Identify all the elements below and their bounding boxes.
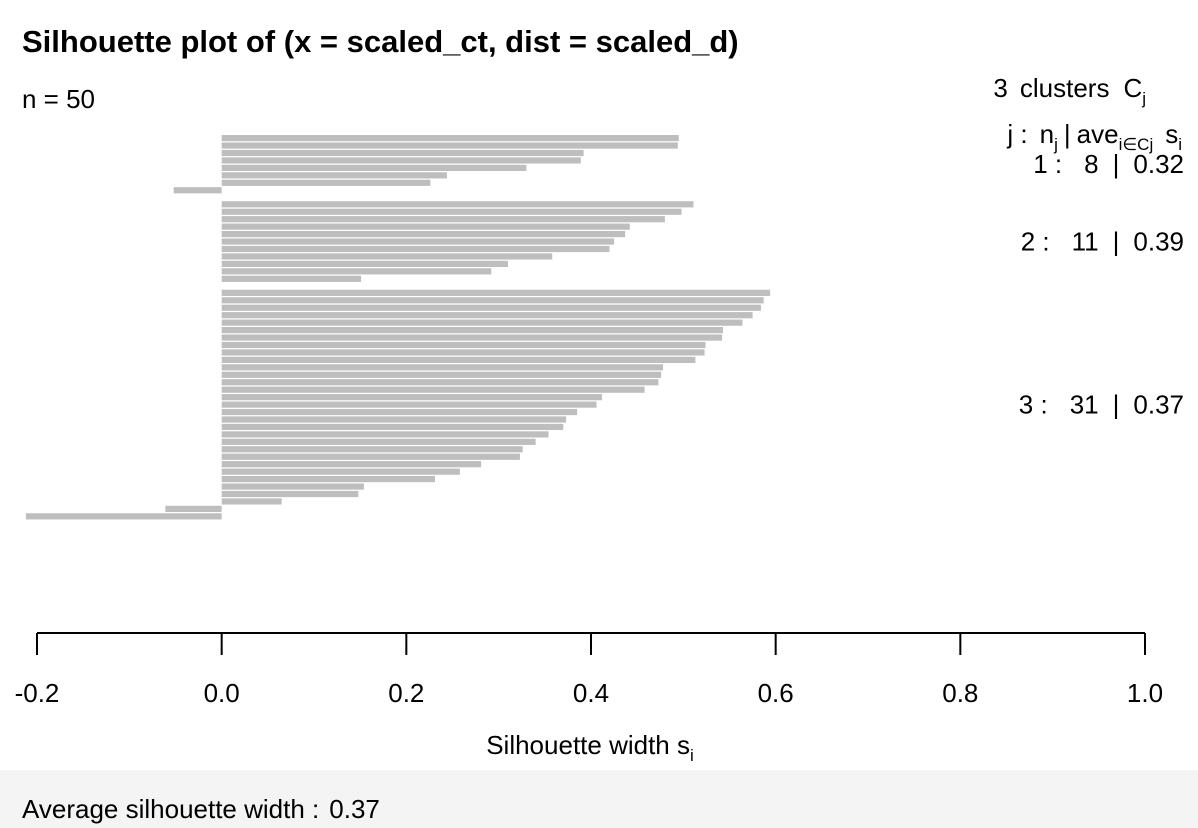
sample-count: n = 50: [22, 84, 95, 114]
silhouette-bar-c2-6: [221, 238, 615, 245]
silhouette-bar-c3-18: [221, 416, 567, 423]
average-silhouette-value: 0.37: [329, 794, 380, 824]
silhouette-bar-c2-1: [221, 201, 694, 208]
silhouette-bar-c2-2: [221, 208, 682, 215]
silhouette-bar-c3-16: [221, 401, 597, 408]
silhouette-bar-c3-23: [221, 453, 520, 460]
silhouette-bar-c3-24: [221, 461, 482, 468]
silhouette-bar-c3-9: [221, 349, 705, 356]
silhouette-bar-c2-9: [221, 260, 508, 267]
silhouette-bar-c3-1: [221, 289, 771, 296]
silhouette-bar-c3-2: [221, 297, 764, 304]
silhouette-bar-c3-19: [221, 423, 564, 431]
clusters-count: 3: [993, 73, 1007, 103]
silhouette-bar-c3-26: [221, 476, 435, 483]
silhouette-bar-c3-29: [221, 498, 282, 505]
silhouette-bar-c3-5: [221, 319, 743, 326]
silhouette-bar-c3-27: [221, 483, 364, 490]
silhouette-bar-c3-15: [221, 394, 603, 401]
silhouette-bar-c2-11: [221, 275, 362, 282]
silhouette-bar-c3-28: [221, 490, 359, 498]
footer-band: [0, 770, 1198, 828]
cluster-average-3: 0.37: [1133, 390, 1184, 420]
cluster-summaries: 1 : 8 | 0.32 2 : 11 | 0.39 3 : 31 | 0.37: [1019, 149, 1184, 419]
silhouette-bar-c2-8: [221, 253, 553, 260]
silhouette-bar-c3-3: [221, 304, 761, 311]
average-silhouette: Average silhouette width : 0.37: [22, 794, 380, 824]
silhouette-bar-c2-3: [221, 216, 665, 223]
clusters-c: C: [1123, 73, 1142, 103]
silhouette-bar-c2-4: [221, 223, 630, 230]
silhouette-bars: [25, 135, 771, 520]
chart-title: Silhouette plot of (x = scaled_ct, dist …: [22, 24, 739, 59]
silhouette-bar-c1-6: [221, 172, 447, 179]
silhouette-bar-c3-6: [221, 327, 724, 334]
legend-n: n: [1040, 119, 1054, 149]
silhouette-bar-c3-13: [221, 379, 659, 386]
legend-j: j :: [1006, 119, 1027, 149]
cluster-separator-1: |: [1113, 149, 1120, 179]
legend-n-sub: j: [1053, 135, 1058, 154]
silhouette-bar-c3-17: [221, 408, 578, 416]
legend-ave-sub: i∈Cj: [1119, 135, 1154, 154]
average-silhouette-label: Average silhouette width :: [22, 794, 319, 824]
cluster-size-2: 11: [1072, 227, 1099, 257]
cluster-average-2: 0.39: [1133, 227, 1184, 257]
cluster-summary-1: 1 : 8 | 0.32: [1033, 149, 1184, 179]
silhouette-bar-c3-14: [221, 386, 645, 393]
silhouette-bar-c1-3: [221, 149, 584, 157]
clusters-word: clusters: [1020, 73, 1110, 103]
legend-ave: ave: [1077, 119, 1119, 149]
silhouette-bar-c2-10: [221, 268, 492, 275]
x-axis: -0.2 0.0 0.2 0.4 0.6 0.8 1.0: [15, 632, 1163, 708]
silhouette-bar-c1-7: [221, 179, 431, 186]
x-tick-label-1: -0.2: [15, 678, 60, 708]
legend-s-sub: i: [1178, 135, 1182, 154]
silhouette-bar-c3-20: [221, 431, 549, 438]
silhouette-bar-c3-7: [221, 334, 723, 341]
clusters-c-sub: j: [1141, 89, 1146, 108]
silhouette-bar-c2-5: [221, 231, 626, 238]
x-tick-label-4: 0.4: [573, 678, 609, 708]
legend-s: s: [1165, 119, 1178, 149]
silhouette-bar-c3-8: [221, 341, 706, 349]
clusters-header: 3 clusters Cj: [993, 73, 1146, 108]
x-axis-label-sub: i: [690, 746, 694, 765]
silhouette-bar-c2-7: [221, 245, 610, 253]
cluster-summary-2: 2 : 11 | 0.39: [1021, 227, 1184, 257]
cluster-size-3: 31: [1070, 390, 1099, 420]
silhouette-bar-c3-4: [221, 312, 753, 319]
cluster-separator-2: |: [1113, 227, 1120, 257]
x-tick-label-2: 0.0: [204, 678, 240, 708]
cluster-label-1: 1 :: [1033, 149, 1062, 179]
legend-sep: |: [1064, 119, 1071, 149]
x-tick-label-3: 0.2: [388, 678, 424, 708]
silhouette-bar-c1-1: [221, 135, 679, 142]
silhouette-bar-c1-5: [221, 164, 527, 171]
x-tick-label-5: 0.6: [758, 678, 794, 708]
silhouette-bar-c3-10: [221, 356, 696, 363]
x-axis-label: Silhouette width si: [486, 730, 694, 765]
silhouette-bar-c1-8: [173, 187, 222, 194]
silhouette-bar-c1-4: [221, 157, 581, 164]
silhouette-bar-c3-12: [221, 371, 662, 378]
x-axis-label-main: Silhouette width s: [486, 730, 690, 760]
cluster-summary-3: 3 : 31 | 0.37: [1019, 390, 1184, 420]
cluster-label-2: 2 :: [1021, 227, 1050, 257]
silhouette-bar-c3-22: [221, 446, 523, 453]
silhouette-bar-c3-30: [165, 505, 222, 512]
legend-column-header: j : nj | avei∈Cj si: [1006, 119, 1182, 154]
x-tick-label-6: 0.8: [942, 678, 978, 708]
cluster-label-3: 3 :: [1019, 390, 1048, 420]
silhouette-bar-c3-25: [221, 468, 460, 475]
silhouette-bar-c3-31: [25, 513, 222, 520]
cluster-size-1: 8: [1084, 149, 1098, 179]
silhouette-bar-c3-11: [221, 364, 664, 371]
silhouette-bar-c3-21: [221, 438, 536, 445]
x-tick-label-7: 1.0: [1127, 678, 1163, 708]
silhouette-bar-c1-2: [221, 142, 678, 149]
cluster-separator-3: |: [1113, 390, 1120, 420]
cluster-average-1: 0.32: [1133, 149, 1184, 179]
